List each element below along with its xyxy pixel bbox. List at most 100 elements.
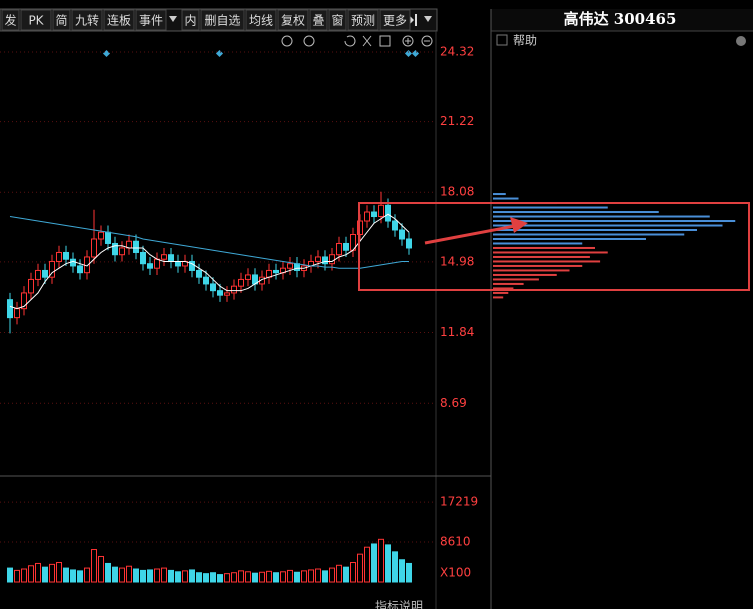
candle-body <box>70 258 76 267</box>
volume-bar <box>315 568 321 583</box>
chip-bar <box>493 287 514 290</box>
y-tick-label: 18.08 <box>440 185 474 199</box>
candle-body <box>105 231 111 244</box>
chart-tools[interactable] <box>281 35 433 47</box>
arrow-head <box>510 217 528 233</box>
volume-bar <box>336 564 342 583</box>
candle-body <box>343 242 349 251</box>
chip-bar <box>493 224 723 227</box>
candle-body <box>63 251 69 260</box>
toolbar-button[interactable] <box>1 9 20 31</box>
toolbar-label[interactable]: 叠 <box>312 14 324 28</box>
candle-body <box>42 269 48 278</box>
candle-body <box>112 242 118 256</box>
toolbar-label[interactable]: PK <box>28 14 44 28</box>
volume-bar <box>301 570 307 583</box>
volume-bar <box>168 569 174 583</box>
chip-bar <box>493 206 608 209</box>
volume-bar <box>91 549 97 583</box>
candle-body <box>56 251 62 262</box>
toolbar-button[interactable] <box>135 9 167 31</box>
toolbar-label[interactable]: 均线 <box>249 14 273 28</box>
chip-bar <box>493 278 539 281</box>
candle-body <box>406 238 412 249</box>
toolbar-label[interactable]: 简 <box>55 14 67 28</box>
volume-bar <box>182 570 188 583</box>
volume-bar <box>147 569 153 583</box>
volume-bar <box>371 543 377 583</box>
gear-icon[interactable] <box>736 36 746 46</box>
candle-body <box>203 276 209 285</box>
volume-bar <box>49 563 55 583</box>
volume-bar <box>252 572 258 583</box>
candle-body <box>147 263 153 269</box>
chip-bar <box>493 291 509 294</box>
toolbar-button[interactable] <box>328 9 347 31</box>
toolbar-label[interactable]: 窗 <box>331 14 343 28</box>
chip-bar <box>493 260 601 263</box>
y-tick-label: 24.32 <box>440 45 474 59</box>
chip-bar <box>493 215 710 218</box>
dropdown-icon[interactable] <box>424 16 432 22</box>
volume-unit: X100 <box>440 566 471 580</box>
toolbar-label[interactable]: 更多 <box>383 14 407 28</box>
toolbar-button[interactable] <box>245 9 277 31</box>
volume-bar <box>119 567 125 583</box>
volume-bar <box>133 568 139 583</box>
toolbar-button[interactable] <box>103 9 135 31</box>
candle-body <box>7 299 13 319</box>
toolbar-button[interactable] <box>347 9 379 31</box>
volume-bar <box>35 562 41 583</box>
volume-bar <box>175 571 181 583</box>
ma-line <box>9 213 410 310</box>
help-icon[interactable] <box>496 34 508 46</box>
volume-bar <box>56 562 62 583</box>
toolbar-button[interactable] <box>181 9 200 31</box>
toolbar-label[interactable]: 复权 <box>281 14 305 28</box>
candle-body <box>119 247 125 256</box>
volume-bar <box>238 570 244 583</box>
toolbar-label[interactable]: 九转 <box>75 13 99 28</box>
volume-bar <box>28 565 34 583</box>
candle-body <box>336 242 342 256</box>
volume-bar <box>210 572 216 583</box>
candle-body <box>329 254 335 265</box>
candle-body <box>35 269 41 280</box>
volume-bar <box>329 567 335 583</box>
toolbar-label[interactable]: 预测 <box>351 14 375 28</box>
toolbar-button[interactable] <box>379 9 411 31</box>
toolbar-button[interactable] <box>309 9 328 31</box>
volume-bar <box>70 569 76 583</box>
volume-bar <box>343 566 349 583</box>
stock-title: 高伟达 300465 <box>564 10 677 28</box>
chip-bar <box>493 264 583 267</box>
toolbar-button[interactable] <box>277 9 309 31</box>
dropdown-icon[interactable] <box>169 16 177 22</box>
toolbar-label[interactable]: 内 <box>184 14 196 28</box>
candle-body <box>189 260 195 271</box>
volume-bar <box>161 567 167 583</box>
volume-bar <box>259 571 265 583</box>
volume-bar <box>105 562 111 583</box>
toolbar-label[interactable]: 删自选 <box>204 14 240 28</box>
toolbar-button[interactable] <box>52 9 71 31</box>
candle-body <box>140 251 146 265</box>
toolbar-button[interactable] <box>20 9 52 31</box>
chip-bar <box>493 233 685 236</box>
toolbar-button[interactable] <box>71 9 103 31</box>
indicator-note[interactable]: 指标说明 <box>375 599 423 609</box>
toolbar-label[interactable]: 发 <box>4 13 16 28</box>
chip-bar <box>493 229 697 231</box>
candle-body <box>196 269 202 278</box>
volume-bar <box>364 546 370 583</box>
chip-bar <box>493 197 519 200</box>
candle-body <box>364 211 370 222</box>
toolbar-label[interactable]: 事件 <box>139 14 163 28</box>
toolbar-label[interactable]: 连板 <box>107 13 131 28</box>
toolbar-button[interactable] <box>200 9 245 31</box>
help-label[interactable]: 帮助 <box>513 34 537 48</box>
volume-bar <box>294 571 300 583</box>
candle-body <box>175 260 181 267</box>
